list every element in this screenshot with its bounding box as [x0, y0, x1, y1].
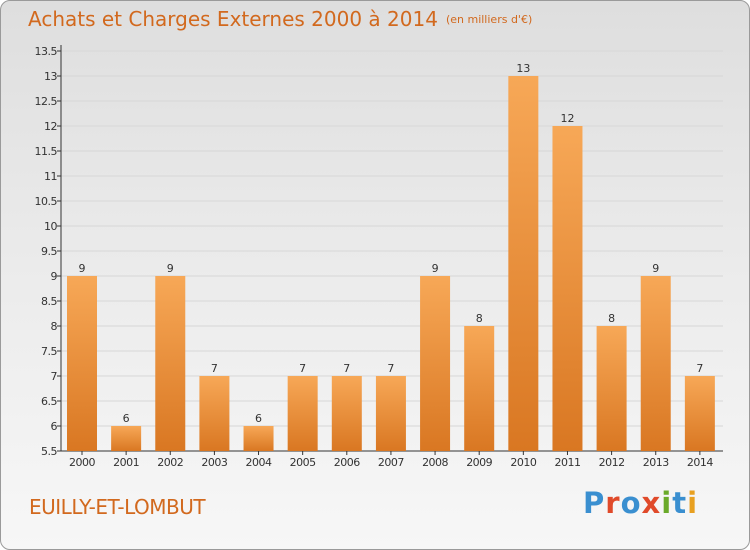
bar-2006	[331, 376, 362, 451]
logo-letter: o	[620, 486, 642, 520]
y-tick-label: 10	[44, 220, 57, 233]
x-tick-label: 2011	[554, 456, 580, 469]
bar-2004	[243, 426, 274, 451]
x-tick-label: 2008	[422, 456, 448, 469]
x-tick-label: 2000	[69, 456, 95, 469]
y-tick-label: 7	[51, 370, 58, 383]
y-tick-label: 8	[51, 320, 58, 333]
bar-2005	[287, 376, 318, 451]
bar-value-label: 7	[343, 362, 350, 375]
bar-value-label: 9	[167, 262, 174, 275]
chart-unit: (en milliers d'€)	[445, 13, 533, 26]
bar-value-label: 8	[476, 312, 483, 325]
x-tick-label: 2001	[113, 456, 139, 469]
bar-2003	[199, 376, 230, 451]
y-tick-label: 9.5	[41, 245, 57, 258]
y-tick-label: 12.5	[35, 95, 58, 108]
y-tick-label: 11	[44, 170, 57, 183]
bar-value-label: 6	[123, 412, 130, 425]
x-tick-label: 2006	[334, 456, 360, 469]
proxiti-logo[interactable]: Proxiti	[583, 486, 698, 520]
logo-letter: t	[672, 486, 688, 520]
bar-value-label: 7	[211, 362, 218, 375]
bar-2008	[420, 276, 451, 451]
commune-name: EUILLY-ET-LOMBUT	[29, 495, 206, 519]
bar-2012	[596, 326, 627, 451]
y-tick-label: 10.5	[35, 195, 58, 208]
x-tick-label: 2009	[466, 456, 492, 469]
bar-value-label: 6	[255, 412, 262, 425]
bar-2010	[508, 76, 539, 451]
y-tick-label: 7.5	[41, 345, 57, 358]
bar-2001	[111, 426, 142, 451]
bar-2014	[684, 376, 715, 451]
x-tick-label: 2013	[643, 456, 669, 469]
x-tick-label: 2010	[510, 456, 536, 469]
bar-value-label: 9	[432, 262, 439, 275]
y-tick-label: 11.5	[35, 145, 58, 158]
bar-value-label: 9	[79, 262, 86, 275]
bar-value-label: 7	[696, 362, 703, 375]
logo-letter: x	[641, 486, 662, 520]
logo-letter: r	[605, 486, 621, 520]
bar-2007	[375, 376, 406, 451]
y-tick-label: 13.5	[35, 45, 58, 58]
logo-letter: i	[687, 486, 699, 520]
y-tick-label: 6	[51, 420, 58, 433]
bar-2011	[552, 126, 583, 451]
bar-2013	[640, 276, 671, 451]
bar-2000	[67, 276, 97, 451]
x-tick-label: 2012	[599, 456, 625, 469]
y-tick-label: 9	[51, 270, 58, 283]
y-tick-label: 12	[44, 120, 57, 133]
chart-title-text: Achats et Charges Externes 2000 à 2014	[28, 7, 438, 31]
chart-title: Achats et Charges Externes 2000 à 2014 (e…	[28, 7, 532, 31]
x-tick-label: 2005	[290, 456, 316, 469]
bar-2009	[464, 326, 495, 451]
x-tick-label: 2004	[246, 456, 272, 469]
bar-value-label: 7	[299, 362, 306, 375]
logo-letter: i	[661, 486, 673, 520]
logo-letter: P	[583, 486, 606, 520]
bar-value-label: 13	[516, 62, 530, 75]
bars	[67, 76, 715, 451]
y-tick-label: 13	[44, 70, 57, 83]
bar-value-label: 8	[608, 312, 615, 325]
y-tick-label: 8.5	[41, 295, 57, 308]
y-tick-label: 5.5	[41, 445, 57, 458]
x-tick-label: 2002	[157, 456, 183, 469]
bar-value-label: 7	[387, 362, 394, 375]
labels: 5.5 6 6.5 7 7.5 8 8.5 9 9.5 10 10.5 11 11.5 12 12.5 13 1…	[35, 45, 714, 469]
bar-value-label: 9	[652, 262, 659, 275]
bar-value-label: 12	[560, 112, 574, 125]
x-tick-label: 2007	[378, 456, 404, 469]
x-tick-label: 2003	[201, 456, 227, 469]
bar-2002	[155, 276, 186, 451]
x-tick-label: 2014	[687, 456, 713, 469]
y-tick-label: 6.5	[41, 395, 57, 408]
